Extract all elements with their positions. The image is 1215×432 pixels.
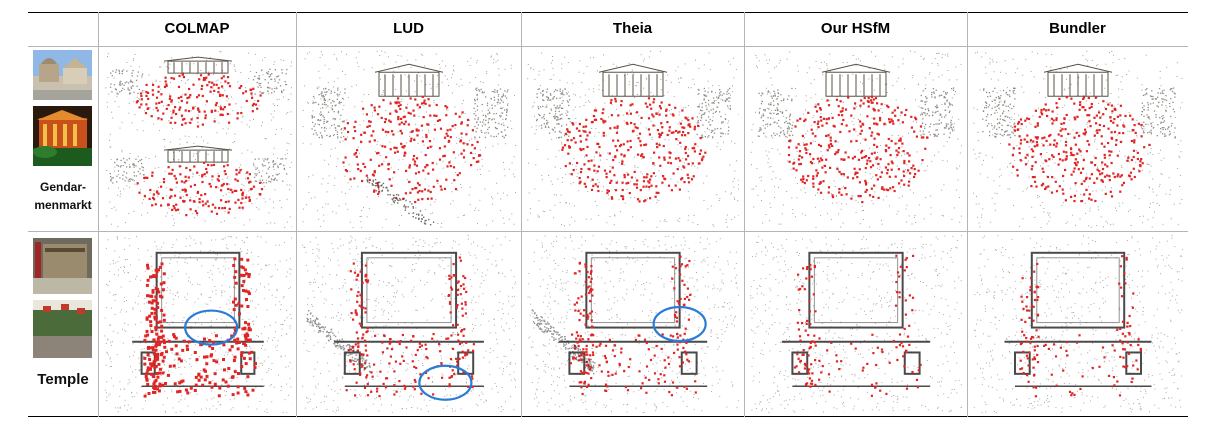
- row-label-temple: Temple: [28, 370, 98, 390]
- header-our-hsfm: Our HSfM: [820, 20, 891, 37]
- temple-lud-reconstruction: [302, 235, 516, 413]
- header-lud: LUD: [393, 20, 424, 37]
- header-bundler: Bundler: [1049, 20, 1106, 37]
- table-bottom-rule: [28, 416, 1188, 417]
- gendarmenmarkt-lud-reconstruction: [302, 50, 516, 228]
- header-colmap: COLMAP: [164, 20, 230, 37]
- col-divider-4: [744, 12, 745, 417]
- header-rule: [28, 46, 1188, 47]
- header-theia: Theia: [612, 20, 653, 37]
- error-highlight-ellipse: [652, 305, 707, 343]
- col-divider-2: [296, 12, 297, 417]
- temple-theia-reconstruction: [527, 235, 739, 413]
- temple-bundler-reconstruction: [973, 235, 1183, 413]
- row-label-line: Gendar-: [39, 180, 86, 194]
- row-label-gendarmenmarkt: Gendar- menmarkt: [28, 178, 98, 214]
- gendarmenmarkt-our-hsfm-reconstruction: [750, 50, 962, 228]
- row-separator: [28, 231, 1188, 232]
- col-divider-1: [98, 12, 99, 417]
- gendarmenmarkt-night-photo: [33, 106, 92, 166]
- temple-photo-1: [33, 238, 92, 294]
- temple-photo-2: [33, 300, 92, 358]
- row-label-line: Temple: [37, 371, 89, 388]
- col-divider-3: [521, 12, 522, 417]
- gendarmenmarkt-colmap-reconstruction: [104, 50, 292, 228]
- gendarmenmarkt-theia-reconstruction: [527, 50, 739, 228]
- error-highlight-ellipse: [418, 364, 473, 401]
- gendarmenmarkt-bundler-reconstruction: [973, 50, 1183, 228]
- temple-colmap-reconstruction: [104, 235, 292, 413]
- row-label-line: menmarkt: [34, 198, 92, 212]
- table-top-rule: [28, 12, 1188, 13]
- temple-our-hsfm-reconstruction: [750, 235, 962, 413]
- gendarmenmarkt-day-photo: [33, 50, 92, 100]
- error-highlight-ellipse: [184, 309, 239, 346]
- col-divider-5: [967, 12, 968, 417]
